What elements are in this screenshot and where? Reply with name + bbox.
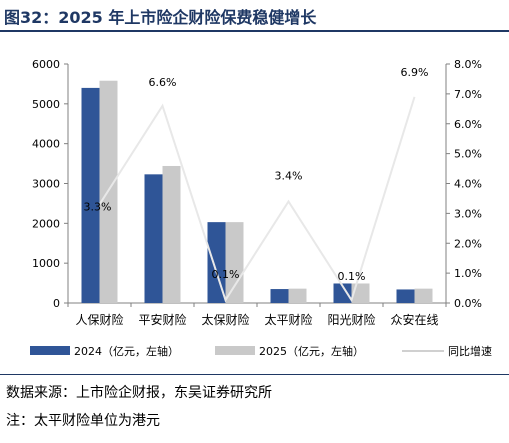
bar-2024 [81,87,100,304]
right-tick-label: 5.0% [454,148,482,161]
x-tick-label: 阳光财险 [327,312,375,327]
right-tick-label: 8.0% [454,58,482,71]
bottom-rule [0,374,509,375]
left-tick-label: 6000 [32,58,60,71]
growth-line [98,96,416,303]
left-tick-label: 4000 [32,138,60,151]
legend-swatch-2024 [30,346,70,355]
bar-2025 [225,222,244,303]
bar-2024 [396,289,415,303]
legend-label-growth: 同比增速 [448,344,492,358]
chart-title: 图32：2025 年上市险企财险保费稳健增长 [4,8,317,27]
right-tick-label: 0.0% [454,297,482,310]
left-tick-label: 0 [53,297,60,310]
x-tick-label: 人保财险 [75,312,123,327]
bar-2025 [414,288,433,303]
growth-data-label: 3.3% [84,200,112,213]
x-tick-label: 太保财险 [201,312,249,327]
growth-data-label: 3.4% [275,169,303,182]
legend-label-2024: 2024（亿元，左轴） [74,344,179,358]
right-tick-label: 7.0% [454,88,482,101]
right-tick-label: 2.0% [454,237,482,250]
legend-label-2025: 2025（亿元，左轴） [259,344,364,358]
bar-2025 [162,165,181,303]
legend-swatch-2025 [215,346,255,355]
source-text: 数据来源：上市险企财报，东吴证券研究所 [6,385,272,401]
growth-data-label: 6.9% [401,66,429,79]
growth-data-label: 6.6% [149,76,177,89]
note-text: 注：太平财险单位为港元 [6,413,160,429]
right-tick-label: 3.0% [454,207,482,220]
bar-2024 [270,289,289,303]
title-rule [0,30,509,32]
left-tick-label: 1000 [32,257,60,270]
bar-2024 [333,283,352,303]
growth-data-label: 0.1% [212,268,240,281]
bar-2024 [207,222,226,303]
bar-2025 [288,288,307,303]
x-tick-label: 太平财险 [264,312,312,327]
left-tick-label: 2000 [32,217,60,230]
left-tick-label: 3000 [32,178,60,191]
chart-canvas: 0 1000 2000 3000 4000 5000 6000 0.0% 1.0% 2.0% 3.0… [30,58,492,358]
right-tick-label: 1.0% [454,267,482,280]
right-tick-label: 6.0% [454,118,482,131]
x-tick-label: 众安在线 [390,312,438,327]
left-tick-label: 5000 [32,98,60,111]
right-tick-label: 4.0% [454,178,482,191]
bar-2024 [144,174,163,303]
x-tick-label: 平安财险 [138,312,186,327]
growth-data-label: 0.1% [338,270,366,283]
